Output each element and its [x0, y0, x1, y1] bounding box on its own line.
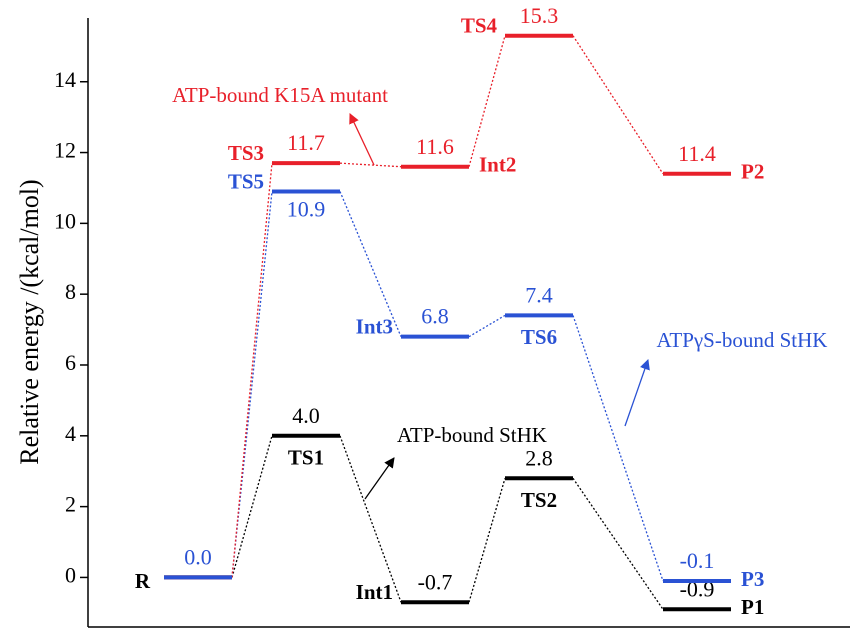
connector [231, 435, 273, 578]
value-label: 11.4 [678, 141, 716, 166]
species-label: TS1 [288, 446, 324, 470]
legend-label: ATPγS-bound StHK [657, 328, 828, 352]
value-label: 6.8 [421, 304, 449, 329]
species-label: TS5 [228, 169, 264, 193]
species-label: TS4 [461, 14, 498, 38]
species-label: P1 [741, 595, 764, 619]
value-label: 15.3 [520, 3, 559, 28]
value-label: 10.9 [287, 197, 326, 222]
annotation-arrow [349, 113, 375, 166]
value-label: 11.7 [287, 130, 325, 155]
connector [231, 191, 273, 578]
species-label: TS3 [228, 141, 264, 165]
species-label: P2 [741, 160, 764, 184]
species-label: Int1 [356, 580, 393, 604]
y-tick-label: 14 [54, 67, 76, 92]
value-label: 4.0 [292, 403, 320, 428]
y-tick-label: 0 [65, 562, 76, 587]
species-label: Int2 [479, 153, 516, 177]
species-label: P3 [741, 567, 764, 591]
connector [339, 162, 402, 168]
value-label: 11.6 [416, 134, 454, 159]
connector [572, 35, 664, 175]
annotation-arrow [624, 359, 650, 427]
species-label: TS2 [521, 488, 557, 512]
connector [468, 478, 506, 603]
y-tick-label: 12 [54, 138, 76, 163]
connector [572, 477, 664, 610]
annotation-arrow [364, 457, 395, 500]
value-label: -0.7 [418, 569, 453, 594]
y-tick-label: 8 [65, 279, 76, 304]
connector [339, 435, 402, 603]
value-label: 0.0 [184, 544, 212, 569]
value-label: 2.8 [525, 445, 553, 470]
connector [231, 163, 273, 578]
y-axis-label: Relative energy /(kcal/mol) [15, 179, 44, 464]
connector [468, 314, 506, 338]
y-tick-label: 10 [54, 208, 76, 233]
species-label: Int3 [356, 314, 393, 338]
connector [468, 35, 506, 167]
species-label: R [135, 569, 151, 593]
y-tick-label: 4 [65, 421, 76, 446]
legend-label: ATP-bound K15A mutant [172, 83, 388, 107]
connector [572, 315, 664, 582]
legend-label: ATP-bound StHK [397, 423, 547, 447]
value-label: -0.1 [680, 548, 715, 573]
y-tick-label: 6 [65, 350, 76, 375]
species-label: TS6 [521, 325, 557, 349]
y-tick-label: 2 [65, 492, 76, 517]
value-label: 7.4 [525, 282, 553, 307]
